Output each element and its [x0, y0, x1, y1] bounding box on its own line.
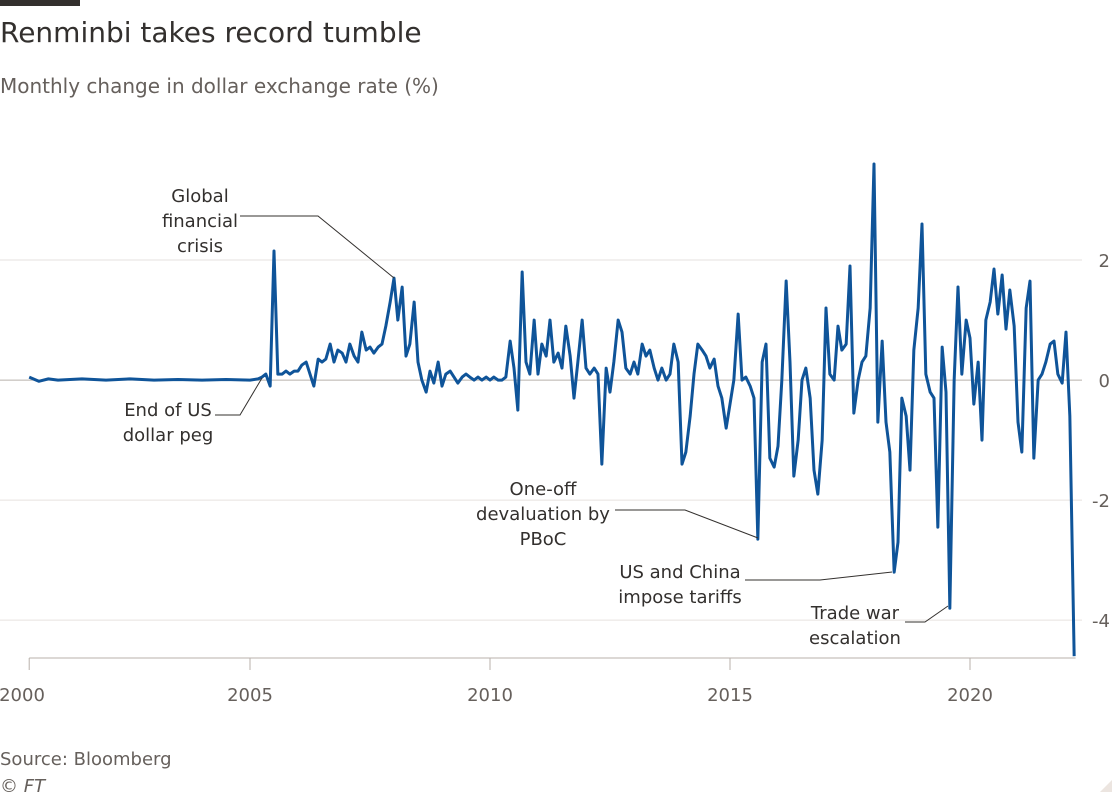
annotation-leader: [615, 509, 759, 539]
chart-subtitle: Monthly change in dollar exchange rate (…: [0, 74, 439, 98]
corner-mark: [1100, 780, 1112, 792]
annotation-leader: [905, 605, 949, 623]
annotation-leader: [745, 571, 893, 581]
source: Source: Bloomberg: [0, 749, 172, 770]
x-tick-label: 2015: [707, 685, 753, 706]
x-tick-label: 2005: [227, 685, 273, 706]
chart-title: Renminbi takes record tumble: [0, 16, 422, 49]
annotation-text: End of US: [124, 400, 212, 421]
y-tick-label: -2: [1092, 491, 1110, 512]
annotation-text: dollar peg: [123, 425, 214, 446]
x-tick-label: 2010: [467, 685, 513, 706]
annotation-text: crisis: [177, 236, 223, 257]
y-tick-label: 2: [1099, 251, 1110, 272]
data-line: [28, 162, 1076, 657]
x-tick-label: 2000: [0, 685, 45, 706]
brand-bar: [0, 0, 80, 6]
annotation-leader: [215, 377, 263, 416]
y-tick-label: -4: [1092, 611, 1110, 632]
annotation-text: impose tariffs: [618, 587, 741, 608]
y-tick-label: 0: [1099, 371, 1110, 392]
annotation-text: financial: [162, 211, 238, 232]
annotation-text: US and China: [619, 562, 740, 583]
credit: © FT: [0, 776, 47, 797]
annotation-text: devaluation by: [476, 504, 610, 525]
annotation-text: One-off: [510, 479, 577, 500]
annotation-text: PBoC: [520, 529, 567, 550]
annotation-leader: [240, 215, 395, 279]
annotation-text: escalation: [809, 628, 901, 649]
annotation-text: Trade war: [810, 603, 900, 624]
x-tick-label: 2020: [947, 685, 993, 706]
annotation-text: Global: [171, 186, 228, 207]
